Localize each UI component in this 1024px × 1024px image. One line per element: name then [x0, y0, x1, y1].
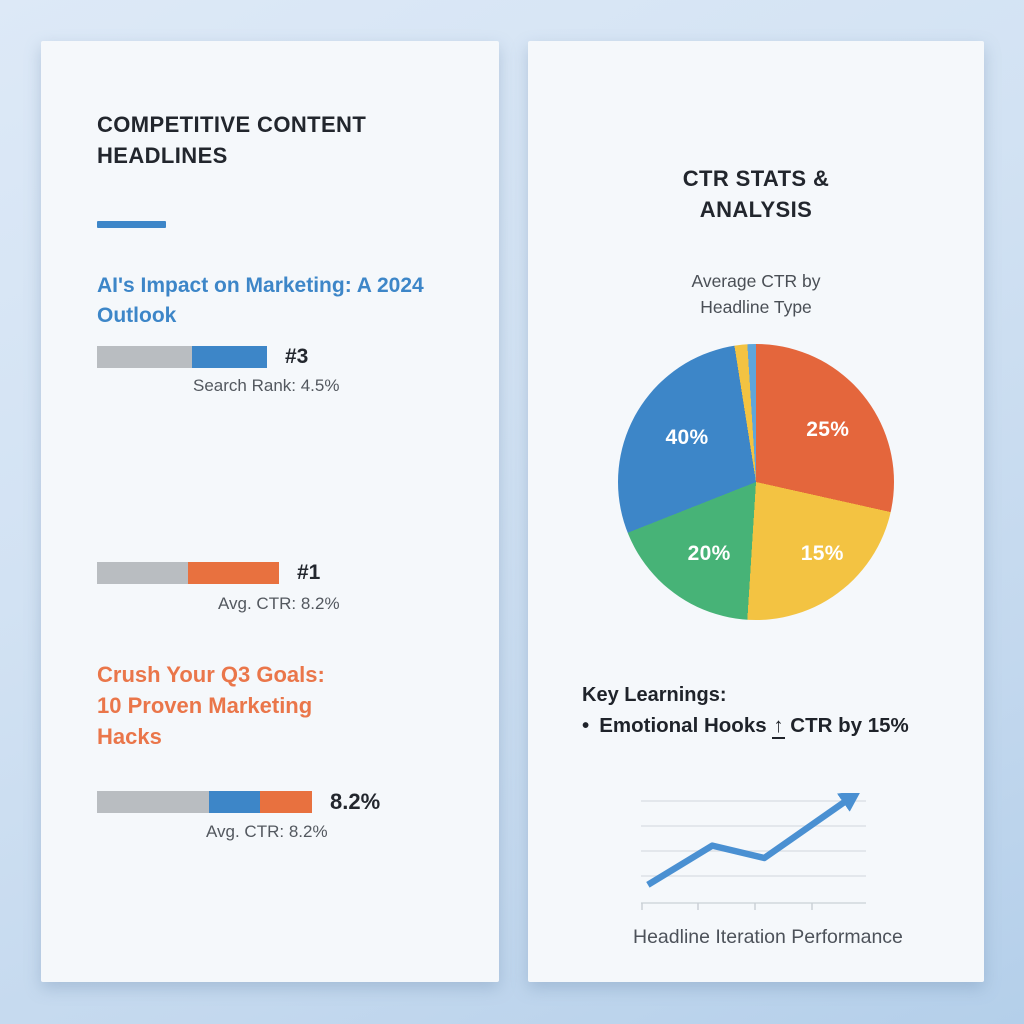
key-learnings-bullet: • Emotional Hooks ↑ CTR by 15% — [582, 710, 984, 741]
pie-chart — [618, 344, 894, 620]
pie-label-25: 25% — [806, 417, 850, 441]
bullet-text-post: CTR by 15% — [790, 714, 909, 737]
axis-ticks — [641, 903, 813, 910]
competitive-headlines-card: COMPETITIVE CONTENT HEADLINES AI's Impac… — [41, 41, 499, 982]
pie-chart-subtitle: Average CTR by Headline Type — [528, 268, 984, 320]
trend-chart-svg — [641, 790, 866, 910]
right-panel-title: CTR STATS & ANALYSIS — [528, 163, 984, 225]
key-learnings-title: Key Learnings: — [582, 684, 727, 706]
pie-chart-subtitle-line2: Headline Type — [700, 297, 812, 317]
left-panel-title-line1: COMPETITIVE CONTENT — [97, 112, 367, 137]
bullet-dot: • — [582, 714, 590, 737]
bar-segment-remainder — [97, 346, 193, 368]
pie-chart-subtitle-line1: Average CTR by — [691, 271, 821, 291]
progress-bar-avg-ctr-1 — [97, 562, 279, 584]
progress-bar-search-rank — [97, 346, 267, 368]
progress-bar-avg-ctr-2 — [97, 791, 312, 813]
right-panel-title-line2: ANALYSIS — [699, 197, 813, 222]
bar-value-label: 8.2% — [330, 789, 381, 814]
pie-label-15: 15% — [800, 541, 844, 565]
key-learnings-block: Key Learnings: • Emotional Hooks ↑ CTR by… — [582, 680, 984, 741]
bullet-text-pre: Emotional Hooks — [599, 714, 767, 737]
grid-lines — [641, 800, 866, 877]
bar-segment-orange-fill — [260, 791, 312, 813]
bar-row-search-rank: #3 — [97, 345, 469, 369]
headline-crush-goals-line3: Hacks — [97, 724, 162, 749]
right-panel-title-line1: CTR STATS & — [682, 166, 830, 191]
accent-line — [97, 221, 166, 228]
ctr-stats-card: CTR STATS & ANALYSIS Average CTR by Head… — [528, 41, 984, 982]
trend-chart-caption: Headline Iteration Performance — [633, 926, 903, 948]
headline-ai-impact-line2: Outlook — [97, 304, 177, 327]
bar-segment-blue-fill — [208, 791, 261, 813]
bar-segment-remainder — [97, 791, 209, 813]
headline-crush-goals-line1: Crush Your Q3 Goals: — [97, 662, 325, 687]
headline-ai-impact: AI's Impact on Marketing: A 2024 Outlook — [97, 271, 469, 331]
bar-segment-orange-fill — [188, 562, 279, 584]
bar-caption-search-rank: Search Rank: 4.5% — [193, 376, 340, 395]
headline-ai-impact-line1: AI's Impact on Marketing: A 2024 — [97, 274, 424, 297]
pie-chart-wrap: 40% 25% 20% 15% — [618, 344, 894, 620]
pie-label-20: 20% — [687, 541, 731, 565]
bar-value-label: #3 — [285, 345, 309, 368]
trend-chart — [640, 790, 866, 920]
trend-line — [646, 790, 862, 888]
up-arrow-glyph: ↑ — [772, 714, 785, 739]
bar-caption-avg-ctr-1: Avg. CTR: 8.2% — [218, 594, 340, 613]
left-panel-title-line2: HEADLINES — [97, 143, 228, 168]
bar-segment-blue-fill — [192, 346, 267, 368]
bar-value-label: #1 — [297, 561, 321, 584]
headline-crush-goals-line2: 10 Proven Marketing — [97, 693, 313, 718]
bar-caption-avg-ctr-2: Avg. CTR: 8.2% — [206, 822, 328, 841]
bar-row-avg-ctr-2: 8.2% — [97, 789, 469, 815]
left-panel-title: COMPETITIVE CONTENT HEADLINES — [97, 109, 469, 171]
pie-label-40: 40% — [665, 425, 709, 449]
bar-segment-remainder — [97, 562, 188, 584]
bar-row-avg-ctr-1: #1 — [97, 561, 469, 585]
headline-crush-goals: Crush Your Q3 Goals: 10 Proven Marketing… — [97, 659, 469, 752]
